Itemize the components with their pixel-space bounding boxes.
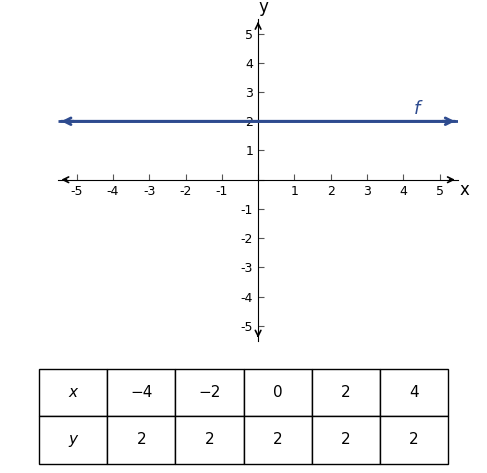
Text: f: f bbox=[414, 100, 421, 118]
Text: x: x bbox=[460, 181, 469, 199]
Text: y: y bbox=[259, 0, 268, 16]
